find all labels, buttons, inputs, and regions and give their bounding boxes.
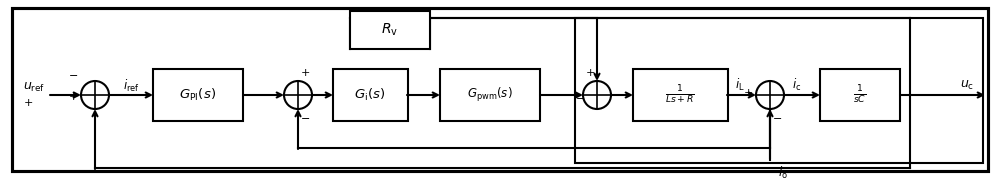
Text: $-$: $-$ bbox=[575, 92, 585, 102]
Text: $-$: $-$ bbox=[68, 69, 78, 79]
Bar bbox=[575, 18, 983, 163]
Text: $+$: $+$ bbox=[300, 67, 310, 78]
Text: $R_{\rm v}$: $R_{\rm v}$ bbox=[381, 22, 399, 38]
Text: $+$: $+$ bbox=[743, 86, 753, 98]
Text: $+$: $+$ bbox=[23, 96, 33, 108]
Text: $u_{\rm ref}$: $u_{\rm ref}$ bbox=[23, 80, 45, 94]
Text: $-$: $-$ bbox=[300, 112, 310, 122]
Bar bbox=[440, 69, 540, 121]
Text: $i_{\rm ref}$: $i_{\rm ref}$ bbox=[123, 78, 139, 94]
Bar bbox=[820, 69, 900, 121]
Text: $i_{\rm o}$: $i_{\rm o}$ bbox=[778, 165, 788, 179]
Circle shape bbox=[284, 81, 312, 109]
Text: $i_{\rm c}$: $i_{\rm c}$ bbox=[792, 77, 801, 93]
Text: $\frac{1}{sC}$: $\frac{1}{sC}$ bbox=[853, 84, 867, 106]
Text: $+$: $+$ bbox=[585, 67, 595, 78]
Circle shape bbox=[81, 81, 109, 109]
Circle shape bbox=[583, 81, 611, 109]
Bar bbox=[633, 69, 728, 121]
Text: $i_{\rm L}$: $i_{\rm L}$ bbox=[735, 77, 745, 93]
Circle shape bbox=[756, 81, 784, 109]
Text: $\frac{1}{Ls+R}$: $\frac{1}{Ls+R}$ bbox=[665, 84, 695, 106]
Text: $+$: $+$ bbox=[68, 91, 78, 103]
Text: $G_{\rm i}(s)$: $G_{\rm i}(s)$ bbox=[354, 87, 386, 103]
Text: $u_{\rm c}$: $u_{\rm c}$ bbox=[960, 78, 974, 91]
Text: $G_{\rm PI}(s)$: $G_{\rm PI}(s)$ bbox=[179, 87, 217, 103]
Bar bbox=[153, 69, 243, 121]
Bar bbox=[332, 69, 408, 121]
Bar bbox=[350, 11, 430, 49]
Text: $-$: $-$ bbox=[772, 112, 782, 122]
Text: $G_{\rm pwm}(s)$: $G_{\rm pwm}(s)$ bbox=[467, 86, 513, 104]
